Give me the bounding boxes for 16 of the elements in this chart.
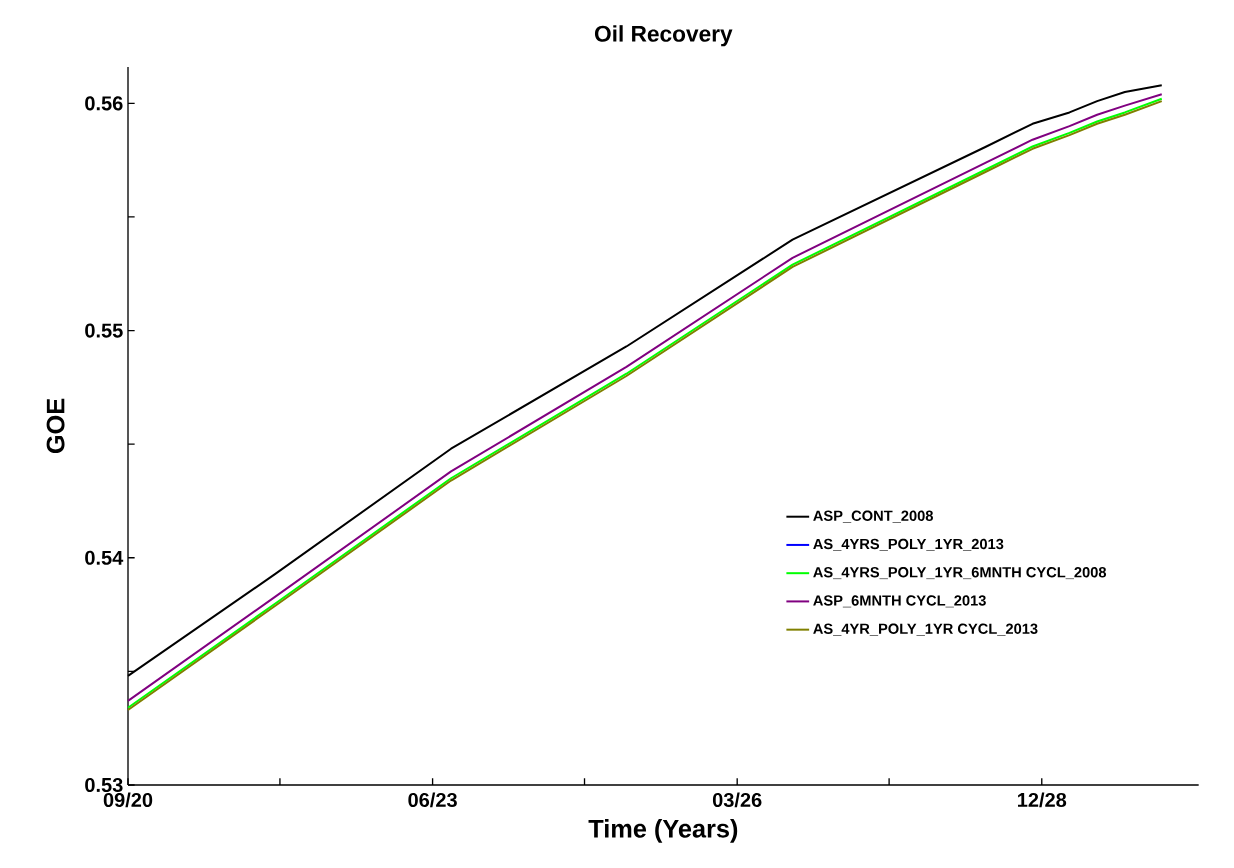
- y-axis-title: GOE: [46, 398, 65, 454]
- legend-label: AS_4YRS_POLY_1YR_6MNTH CYCL_2008: [813, 567, 1107, 580]
- y-tick-label: 0.54: [85, 550, 124, 565]
- y-tick-label: 0.53: [85, 777, 123, 793]
- x-tick-label: 12/28: [1018, 792, 1067, 808]
- legend-label: AS_4YRS_POLY_1YR_2013: [813, 538, 1004, 551]
- chart-title: Oil Recovery: [594, 25, 733, 47]
- y-tick-label: 0.56: [85, 96, 123, 111]
- legend-label: ASP_6MNTH CYCL_2013: [813, 595, 986, 608]
- legend-label: ASP_CONT_2008: [813, 510, 933, 523]
- legend-label: AS_4YR_POLY_1YR CYCL_2013: [813, 623, 1038, 636]
- x-tick-label: 06/23: [408, 792, 457, 808]
- x-tick-label: 09/20: [103, 792, 153, 808]
- x-tick-label: 03/26: [712, 792, 762, 808]
- y-tick-label: 0.55: [85, 323, 123, 338]
- x-axis-title: Time (Years): [588, 819, 738, 843]
